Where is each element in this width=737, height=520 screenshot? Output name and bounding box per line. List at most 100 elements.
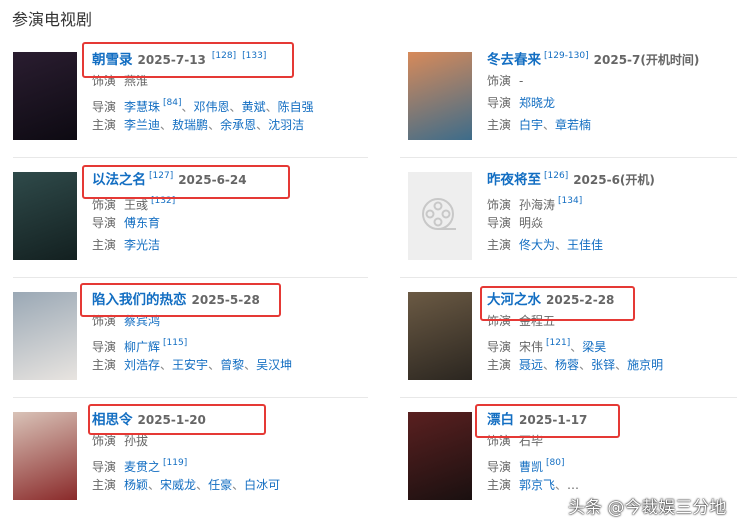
person-director[interactable]: 麦贯之 xyxy=(124,460,161,474)
person-cast[interactable]: 佟大为 xyxy=(519,238,556,252)
person-director[interactable]: 李慧珠 xyxy=(124,100,161,114)
drama-title-link[interactable]: 以法之名 xyxy=(92,172,146,188)
role-label: 饰演 xyxy=(92,198,117,212)
citation-link[interactable]: [132] xyxy=(151,196,176,206)
separator: 、 xyxy=(196,478,209,492)
person-cast[interactable]: 余承恩 xyxy=(220,118,257,132)
person-cast[interactable]: 白冰可 xyxy=(244,478,281,492)
person-role: 金程五 xyxy=(519,314,556,328)
person-role: - xyxy=(519,74,524,88)
citation-link[interactable]: [121] xyxy=(546,338,571,348)
divider xyxy=(13,397,368,398)
release-date: 2025-2-28 xyxy=(546,293,615,307)
person-director[interactable]: 郑晓龙 xyxy=(519,96,556,110)
poster-image[interactable] xyxy=(408,412,472,500)
separator: 、 xyxy=(570,340,583,354)
person-cast[interactable]: 聂远 xyxy=(519,358,544,372)
role-row: 饰演 孙拔 xyxy=(92,430,362,452)
citation-link[interactable]: [80] xyxy=(546,458,565,468)
release-date: 2025-6-24 xyxy=(178,173,247,187)
person-cast[interactable]: 章若楠 xyxy=(555,118,592,132)
person-director[interactable]: 陈自强 xyxy=(277,100,314,114)
drama-card: 陷入我们的热恋 2025-5-28 饰演 蔡宾鸿 导演 柳广辉 [115] 主演 刘浩存、… xyxy=(13,280,353,400)
highlight-box xyxy=(475,404,620,438)
person-cast[interactable]: 宋威龙 xyxy=(160,478,197,492)
citation-link[interactable]: [127] xyxy=(149,171,174,181)
poster-placeholder[interactable] xyxy=(408,172,472,260)
drama-title-link[interactable]: 陷入我们的热恋 xyxy=(92,292,187,308)
person-director[interactable]: 傅东育 xyxy=(124,216,161,230)
person-cast[interactable]: 刘浩存 xyxy=(124,358,161,372)
release-date: 2025-6(开机) xyxy=(573,173,655,187)
cast-label: 主演 xyxy=(487,358,512,372)
person-cast[interactable]: 任豪 xyxy=(208,478,233,492)
person-cast[interactable]: 王佳佳 xyxy=(567,238,604,252)
person-role: 王彧 xyxy=(124,198,149,212)
person-director[interactable]: 柳广辉 xyxy=(124,340,161,354)
divider xyxy=(400,157,737,158)
highlight-box xyxy=(80,283,281,317)
release-date: 2025-1-17 xyxy=(519,413,588,427)
director-label: 导演 xyxy=(487,96,512,110)
separator: 、 xyxy=(555,478,568,492)
drama-title-link[interactable]: 大河之水 xyxy=(487,292,541,308)
person-cast[interactable]: 张铎 xyxy=(591,358,616,372)
person-cast[interactable]: 沈羽洁 xyxy=(268,118,305,132)
citation-link[interactable]: [134] xyxy=(558,196,583,206)
role-label: 饰演 xyxy=(487,314,512,328)
citation-link[interactable]: [133] xyxy=(242,51,267,61)
drama-title-link[interactable]: 昨夜将至 xyxy=(487,172,541,188)
citation-link[interactable]: [129-130] xyxy=(544,51,589,61)
person-cast[interactable]: 吴汉坤 xyxy=(256,358,293,372)
person-cast[interactable]: 郭京飞 xyxy=(519,478,556,492)
person-cast[interactable]: 曾黎 xyxy=(220,358,245,372)
person-cast[interactable]: 施京明 xyxy=(627,358,664,372)
release-date: 2025-7-13 xyxy=(137,53,206,67)
person-cast[interactable]: 李兰迪 xyxy=(124,118,161,132)
person-cast[interactable]: 王安宇 xyxy=(172,358,209,372)
person-cast[interactable]: 李光洁 xyxy=(124,238,161,252)
person-cast[interactable]: 杨蓉 xyxy=(555,358,580,372)
person-director[interactable]: 邓伟恩 xyxy=(193,100,230,114)
person-role[interactable]: 蔡宾鸿 xyxy=(124,314,161,328)
person-director[interactable]: 黄斌 xyxy=(241,100,266,114)
drama-title-link[interactable]: 朝雪录 xyxy=(92,52,133,68)
separator: 、 xyxy=(148,478,161,492)
citation-link[interactable]: [84] xyxy=(163,98,182,108)
highlight-box xyxy=(480,286,635,321)
drama-title-link[interactable]: 漂白 xyxy=(487,412,514,428)
cast-label: 主演 xyxy=(92,238,117,252)
citation-link[interactable]: [115] xyxy=(163,338,188,348)
separator: 、 xyxy=(543,118,556,132)
poster-image[interactable] xyxy=(13,412,77,500)
separator: 、 xyxy=(232,478,245,492)
citation-link[interactable]: [126] xyxy=(544,171,569,181)
citation-link[interactable]: [119] xyxy=(163,458,188,468)
poster-image[interactable] xyxy=(408,52,472,140)
drama-card: 相思令 2025-1-20 饰演 孙拔 导演 麦贯之 [119] 主演 杨颖、宋威龙、任豪… xyxy=(13,400,353,520)
person-cast[interactable]: 杨颖 xyxy=(124,478,149,492)
poster-image[interactable] xyxy=(13,52,77,140)
separator: 、 xyxy=(555,238,568,252)
role-label: 饰演 xyxy=(92,434,117,448)
cast-row: 主演 聂远、杨蓉、张铎、施京明 xyxy=(487,354,737,376)
drama-card: 以法之名 [127] 2025-6-24 饰演 王彧 [132] 导演 傅东育 主演 李光洁 xyxy=(13,160,353,280)
director-row: 导演 傅东育 xyxy=(92,212,362,234)
poster-image[interactable] xyxy=(408,292,472,380)
person-director[interactable]: 曹凯 xyxy=(519,460,544,474)
poster-image[interactable] xyxy=(13,172,77,260)
poster-image[interactable] xyxy=(13,292,77,380)
drama-title-link[interactable]: 冬去春来 xyxy=(487,52,541,68)
separator: 、 xyxy=(256,118,269,132)
person-director: 宋伟 xyxy=(519,340,544,354)
person-director: 明焱 xyxy=(519,216,544,230)
separator: 、 xyxy=(208,118,221,132)
person-cast[interactable]: 白宇 xyxy=(519,118,544,132)
person-cast[interactable]: 敖瑞鹏 xyxy=(172,118,209,132)
person-director[interactable]: 梁昊 xyxy=(582,340,607,354)
drama-title-link[interactable]: 相思令 xyxy=(92,412,133,428)
cast-label: 主演 xyxy=(92,478,117,492)
cast-label: 主演 xyxy=(92,358,117,372)
separator: 、 xyxy=(244,358,257,372)
citation-link[interactable]: [128] xyxy=(211,51,237,61)
